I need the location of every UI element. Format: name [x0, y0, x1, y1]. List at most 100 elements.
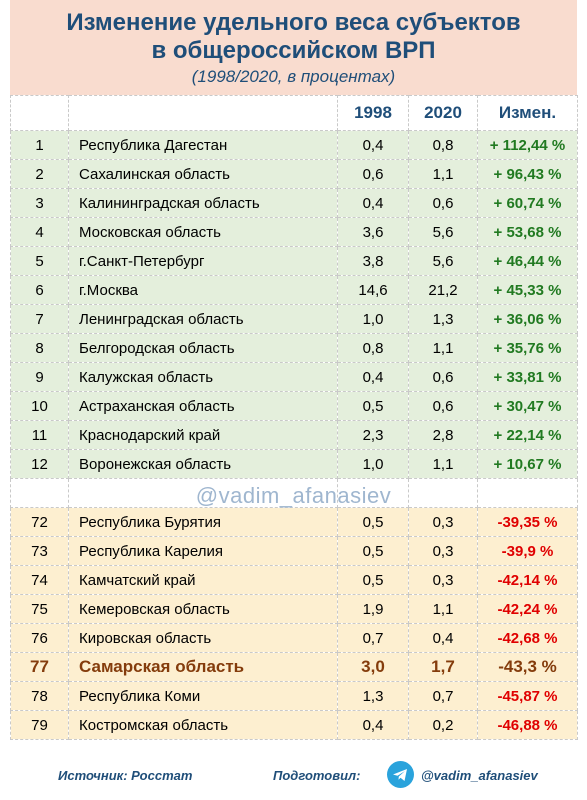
- header-banner: Изменение удельного веса субъектов в общ…: [10, 0, 577, 95]
- value-2020-cell: 1,1: [408, 159, 478, 189]
- title-line-2: в общероссийском ВРП: [151, 37, 436, 64]
- table-row: 12 Воронежская область 1,0 1,1 + 10,67 %: [10, 449, 578, 479]
- separator-cell: [10, 478, 69, 508]
- change-cell: + 53,68 %: [477, 217, 578, 247]
- value-2020-cell: 1,7: [408, 652, 478, 682]
- title-line-1: Изменение удельного веса субъектов: [66, 9, 521, 36]
- table-header-row: 1998 2020 Измен.: [10, 95, 578, 131]
- value-1998-cell: 0,6: [337, 159, 409, 189]
- rank-cell: 79: [10, 710, 69, 740]
- table-row: 77 Самарская область 3,0 1,7 -43,3 %: [10, 652, 578, 682]
- separator-cell: [408, 478, 478, 508]
- table-row: 8 Белгородская область 0,8 1,1 + 35,76 %: [10, 333, 578, 363]
- value-2020-cell: 0,3: [408, 536, 478, 566]
- rank-cell: 12: [10, 449, 69, 479]
- rank-cell: 4: [10, 217, 69, 247]
- value-1998-cell: 0,4: [337, 362, 409, 392]
- value-2020-cell: 0,6: [408, 391, 478, 421]
- value-1998-cell: 3,8: [337, 246, 409, 276]
- table-row: 2 Сахалинская область 0,6 1,1 + 96,43 %: [10, 159, 578, 189]
- value-1998-cell: 1,3: [337, 681, 409, 711]
- table-row: 73 Республика Карелия 0,5 0,3 -39,9 %: [10, 536, 578, 566]
- region-name-cell: Республика Карелия: [68, 536, 338, 566]
- region-name-cell: Костромская область: [68, 710, 338, 740]
- value-1998-cell: 1,9: [337, 594, 409, 624]
- column-header-change: Измен.: [477, 95, 578, 131]
- region-name-cell: Самарская область: [68, 652, 338, 682]
- region-name-cell: Республика Коми: [68, 681, 338, 711]
- rank-cell: 2: [10, 159, 69, 189]
- value-1998-cell: 0,4: [337, 188, 409, 218]
- value-2020-cell: 0,8: [408, 130, 478, 160]
- value-2020-cell: 2,8: [408, 420, 478, 450]
- table-row: 7 Ленинградская область 1,0 1,3 + 36,06 %: [10, 304, 578, 334]
- region-name-cell: Астраханская область: [68, 391, 338, 421]
- column-header-name: [68, 95, 338, 131]
- value-1998-cell: 2,3: [337, 420, 409, 450]
- region-name-cell: Кировская область: [68, 623, 338, 653]
- region-name-cell: Белгородская область: [68, 333, 338, 363]
- region-name-cell: г.Санкт-Петербург: [68, 246, 338, 276]
- column-header-rank: [10, 95, 69, 131]
- author-handle[interactable]: @vadim_afanasiev: [421, 768, 538, 783]
- source-label: Источник: Росстат: [58, 768, 193, 783]
- change-cell: + 35,76 %: [477, 333, 578, 363]
- value-1998-cell: 0,5: [337, 536, 409, 566]
- value-1998-cell: 0,5: [337, 391, 409, 421]
- value-1998-cell: 0,4: [337, 710, 409, 740]
- value-2020-cell: 0,6: [408, 188, 478, 218]
- rank-cell: 5: [10, 246, 69, 276]
- data-table: 1998 2020 Измен. 1 Республика Дагестан 0,4…: [10, 95, 578, 740]
- change-cell: -42,14 %: [477, 565, 578, 595]
- table-row: 1 Республика Дагестан 0,4 0,8 + 112,44 %: [10, 130, 578, 160]
- value-1998-cell: 1,0: [337, 449, 409, 479]
- value-1998-cell: 0,5: [337, 507, 409, 537]
- rank-cell: 11: [10, 420, 69, 450]
- separator-cell: [337, 478, 409, 508]
- table-row: 11 Краснодарский край 2,3 2,8 + 22,14 %: [10, 420, 578, 450]
- change-cell: -45,87 %: [477, 681, 578, 711]
- value-2020-cell: 1,1: [408, 449, 478, 479]
- value-2020-cell: 1,1: [408, 333, 478, 363]
- rank-cell: 3: [10, 188, 69, 218]
- change-cell: + 30,47 %: [477, 391, 578, 421]
- change-cell: + 45,33 %: [477, 275, 578, 305]
- change-cell: -42,24 %: [477, 594, 578, 624]
- table-row: 3 Калининградская область 0,4 0,6 + 60,74 %: [10, 188, 578, 218]
- table-body: 1998 2020 Измен. 1 Республика Дагестан 0,4…: [10, 95, 578, 740]
- rank-cell: 78: [10, 681, 69, 711]
- rank-cell: 72: [10, 507, 69, 537]
- region-name-cell: Республика Дагестан: [68, 130, 338, 160]
- value-2020-cell: 21,2: [408, 275, 478, 305]
- telegram-icon[interactable]: [387, 761, 414, 788]
- value-1998-cell: 3,0: [337, 652, 409, 682]
- column-header-2020: 2020: [408, 95, 478, 131]
- value-1998-cell: 0,8: [337, 333, 409, 363]
- table-row: 5 г.Санкт-Петербург 3,8 5,6 + 46,44 %: [10, 246, 578, 276]
- value-1998-cell: 0,4: [337, 130, 409, 160]
- rank-cell: 10: [10, 391, 69, 421]
- value-2020-cell: 5,6: [408, 246, 478, 276]
- change-cell: + 96,43 %: [477, 159, 578, 189]
- rank-cell: 8: [10, 333, 69, 363]
- footer: Источник: Росстат Подготовил: @vadim_afa…: [0, 760, 587, 790]
- region-name-cell: Кемеровская область: [68, 594, 338, 624]
- table-row: 72 Республика Бурятия 0,5 0,3 -39,35 %: [10, 507, 578, 537]
- rank-cell: 1: [10, 130, 69, 160]
- value-2020-cell: 0,7: [408, 681, 478, 711]
- table-row: 76 Кировская область 0,7 0,4 -42,68 %: [10, 623, 578, 653]
- rank-cell: 76: [10, 623, 69, 653]
- table-row: 78 Республика Коми 1,3 0,7 -45,87 %: [10, 681, 578, 711]
- value-2020-cell: 0,3: [408, 565, 478, 595]
- value-1998-cell: 3,6: [337, 217, 409, 247]
- table-row: 75 Кемеровская область 1,9 1,1 -42,24 %: [10, 594, 578, 624]
- prepared-by-label: Подготовил:: [273, 768, 361, 783]
- region-name-cell: Калининградская область: [68, 188, 338, 218]
- table-row: 10 Астраханская область 0,5 0,6 + 30,47 %: [10, 391, 578, 421]
- change-cell: + 112,44 %: [477, 130, 578, 160]
- value-2020-cell: 5,6: [408, 217, 478, 247]
- region-name-cell: Калужская область: [68, 362, 338, 392]
- table-row: 9 Калужская область 0,4 0,6 + 33,81 %: [10, 362, 578, 392]
- change-cell: + 10,67 %: [477, 449, 578, 479]
- page-title: Изменение удельного веса субъектов в общ…: [10, 0, 577, 65]
